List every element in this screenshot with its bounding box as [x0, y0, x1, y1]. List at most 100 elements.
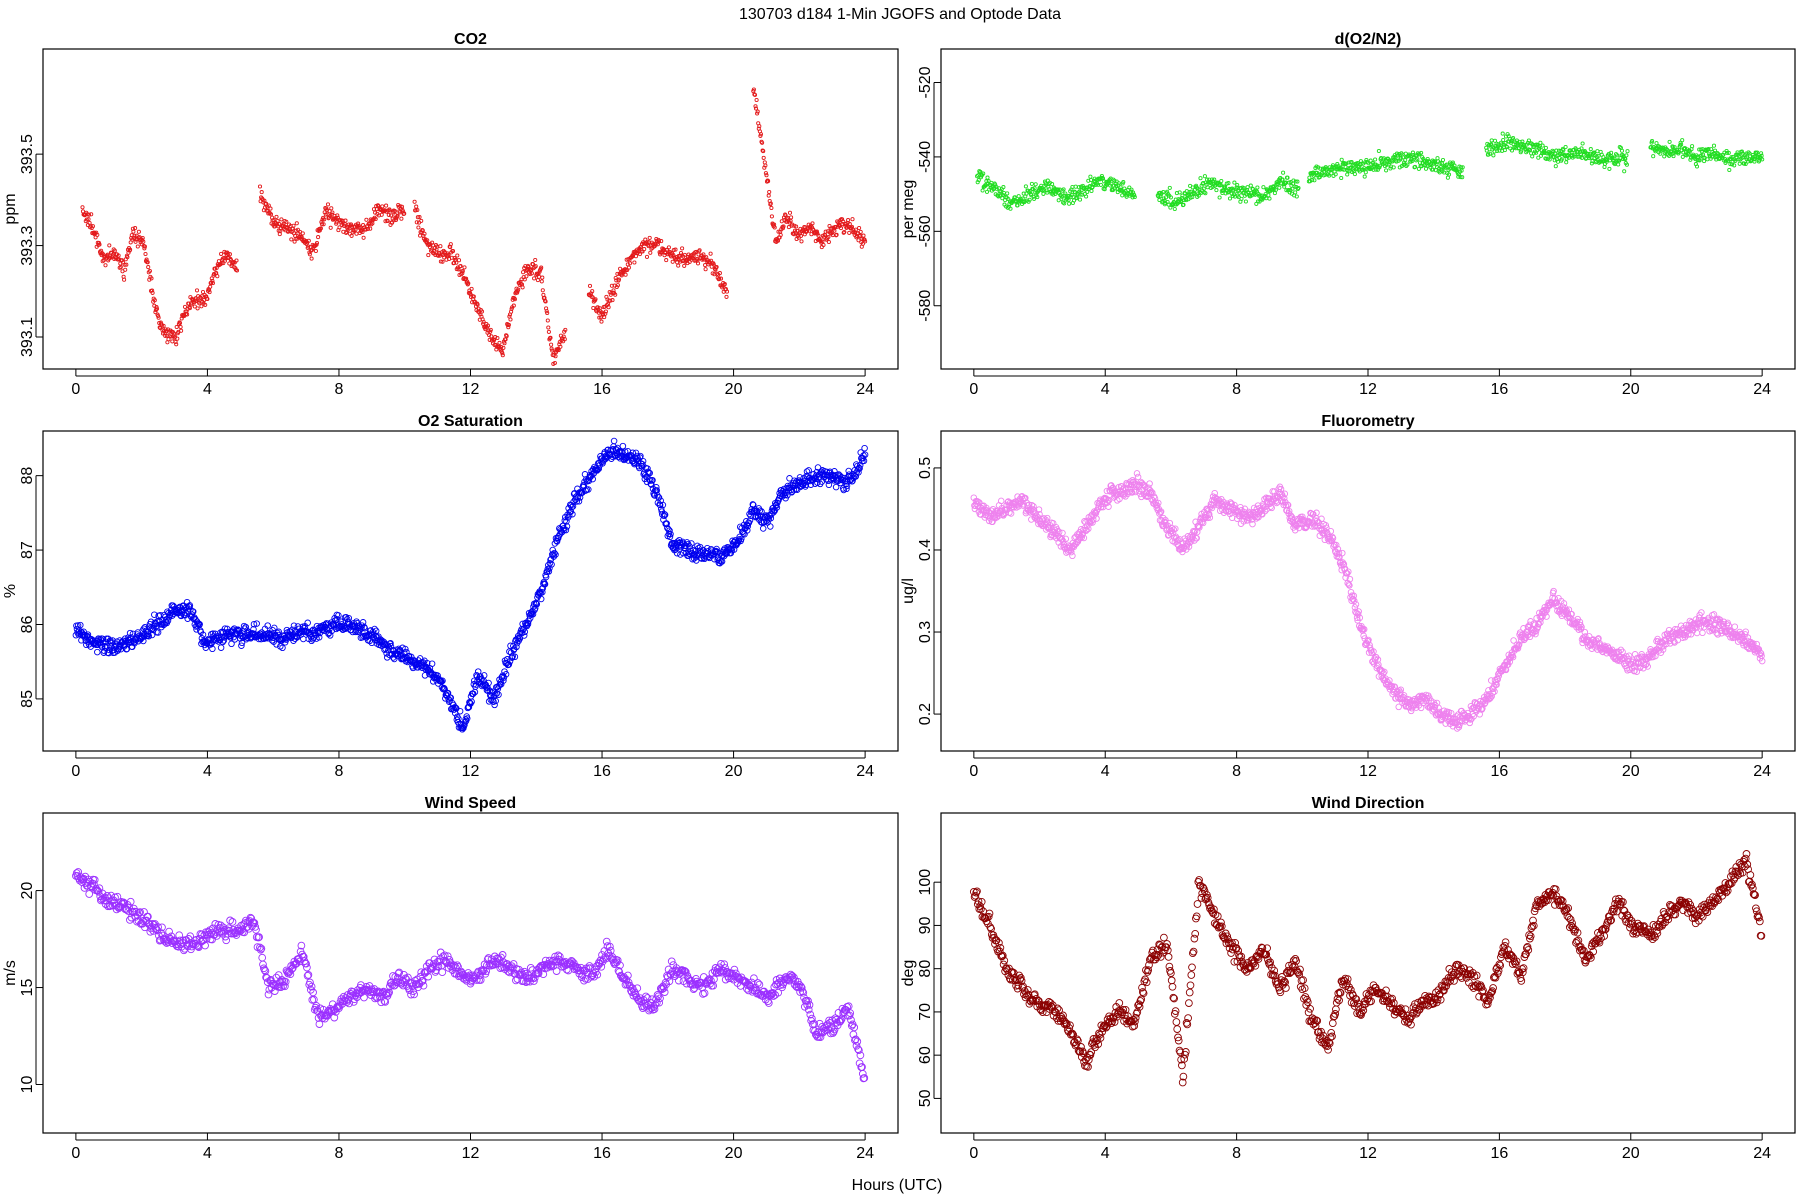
data-point [141, 239, 146, 244]
data-point [425, 238, 430, 243]
data-point [500, 353, 505, 358]
data-point [393, 217, 399, 223]
data-point [169, 334, 174, 339]
data-point [860, 241, 865, 246]
data-point [1167, 185, 1172, 190]
data-point [1076, 185, 1082, 190]
data-point [613, 275, 618, 281]
data-point [609, 283, 614, 288]
data-point [469, 286, 474, 291]
data-point [562, 337, 567, 342]
data-point [384, 203, 389, 208]
data-point [587, 283, 593, 288]
data-point [161, 323, 166, 328]
data-point [1022, 199, 1027, 204]
data-point [708, 251, 713, 256]
y-tick-label-o2n2: -540 [917, 141, 934, 173]
data-point [768, 201, 773, 206]
x-tick-label-o2sat: 12 [462, 763, 480, 780]
data-point [293, 236, 298, 241]
data-point [981, 171, 986, 176]
data-point [1067, 201, 1072, 206]
data-point [1132, 194, 1137, 200]
y-tick-label-co2: 393.1 [19, 317, 36, 357]
data-point [1015, 203, 1020, 208]
data-point [1186, 192, 1192, 197]
y-tick-label-fluor: 0.3 [917, 621, 934, 643]
data-point [823, 229, 828, 234]
data-point [318, 226, 323, 231]
data-point [86, 212, 92, 217]
data-point [1084, 194, 1089, 199]
data-point [395, 213, 400, 218]
data-point [682, 252, 687, 257]
data-point [163, 333, 168, 338]
data-point [210, 281, 215, 286]
data-point [145, 260, 150, 265]
x-tick-label-fluor: 0 [969, 763, 978, 780]
data-point [832, 228, 837, 233]
y-tick-label-fluor: 0.5 [917, 457, 934, 479]
data-point [276, 228, 281, 233]
data-point [274, 214, 279, 219]
data-point [764, 173, 769, 178]
data-point [337, 225, 342, 230]
x-tick-label-co2: 8 [335, 381, 344, 398]
data-point [656, 239, 662, 244]
data-point [1016, 194, 1021, 199]
data-point [608, 292, 613, 297]
data-point [753, 106, 759, 111]
data-point [353, 227, 358, 232]
data-point [387, 208, 392, 213]
data-point [676, 263, 681, 268]
data-point [826, 239, 831, 245]
data-point [695, 261, 701, 266]
x-tick-label-o2sat: 24 [856, 763, 874, 780]
data-point [769, 214, 774, 219]
data-point [495, 335, 500, 341]
data-point [173, 339, 178, 345]
data-point [847, 230, 852, 235]
data-point [1071, 198, 1077, 203]
data-point [545, 310, 550, 316]
data-point [262, 198, 267, 203]
x-tick-label-fluor: 20 [1622, 763, 1640, 780]
data-point [128, 247, 133, 252]
data-point [234, 258, 239, 263]
data-point [593, 297, 598, 302]
data-point [154, 306, 160, 311]
data-point [194, 288, 200, 293]
data-point [306, 238, 311, 243]
data-point [84, 217, 89, 222]
data-point [132, 233, 137, 238]
data-point [670, 259, 675, 264]
data-point [647, 235, 652, 240]
data-point [666, 245, 671, 250]
data-point [1198, 176, 1203, 181]
data-point [215, 274, 220, 279]
data-point [321, 222, 326, 227]
data-point [1012, 195, 1017, 200]
data-point [787, 210, 793, 215]
data-point [1190, 195, 1195, 200]
data-point [556, 348, 561, 353]
data-point [146, 265, 151, 270]
y-tick-label-o2sat: 87 [19, 541, 36, 559]
data-point [820, 239, 825, 244]
x-tick-label-o2n2: 24 [1753, 381, 1771, 398]
data-point [549, 342, 554, 347]
data-point [153, 310, 158, 315]
data-point [334, 220, 339, 225]
data-point [714, 264, 719, 270]
data-point [360, 229, 365, 235]
data-point [816, 233, 821, 238]
data-point [1063, 191, 1068, 196]
chart-title-co2: CO2 [454, 31, 487, 48]
data-point [563, 327, 568, 332]
data-point [328, 225, 333, 230]
data-point [136, 229, 141, 234]
data-point [143, 251, 148, 257]
